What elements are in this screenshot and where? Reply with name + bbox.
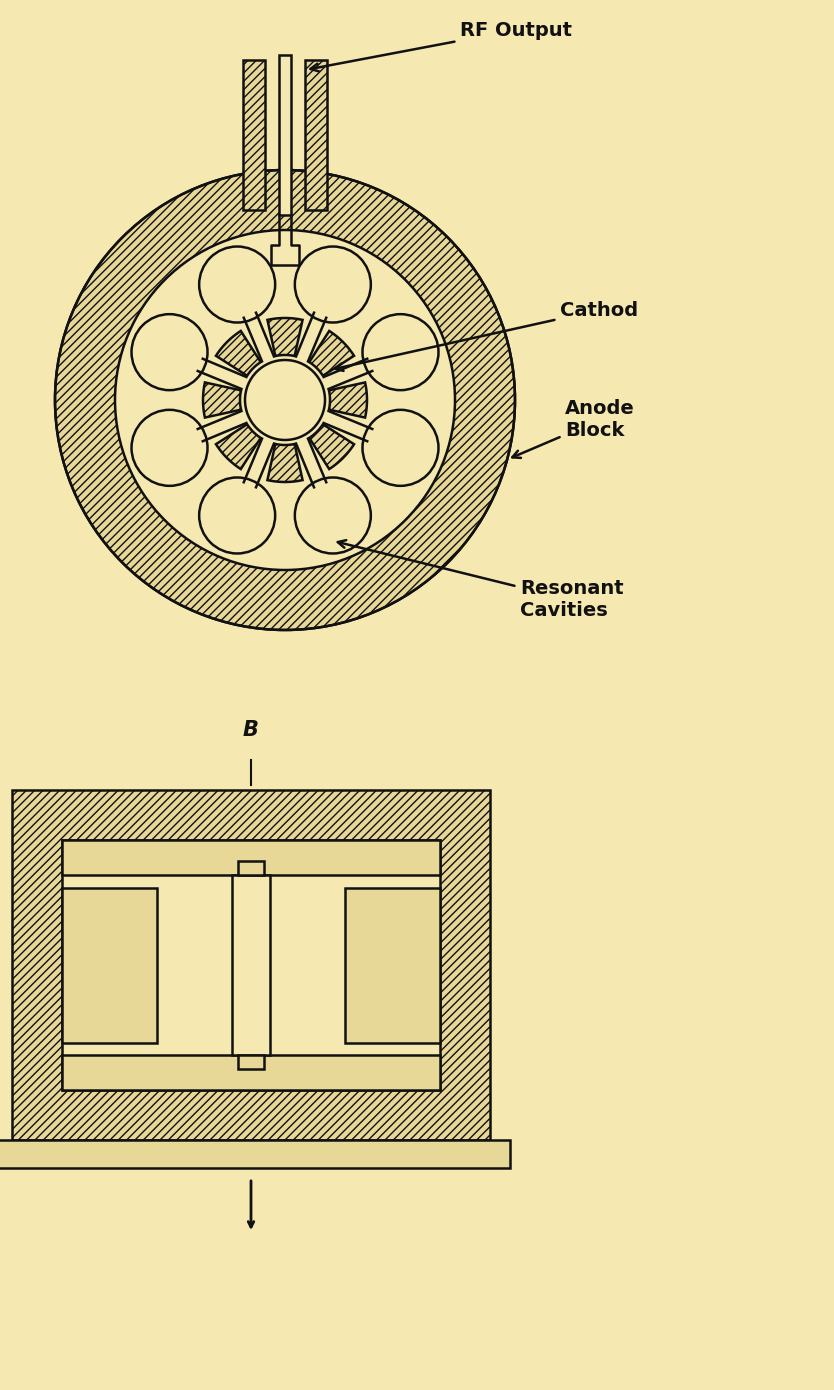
Bar bbox=[279, 56, 291, 215]
Polygon shape bbox=[216, 424, 261, 468]
Polygon shape bbox=[329, 382, 367, 417]
Bar bbox=[62, 840, 440, 874]
Bar bbox=[0, 1140, 510, 1168]
Bar bbox=[62, 1055, 440, 1090]
Text: RF Output: RF Output bbox=[310, 21, 572, 71]
Circle shape bbox=[55, 170, 515, 630]
Circle shape bbox=[199, 246, 275, 322]
Polygon shape bbox=[309, 331, 354, 375]
Bar bbox=[62, 840, 440, 1090]
Bar bbox=[305, 60, 327, 210]
Text: Resonant
Cavities: Resonant Cavities bbox=[338, 541, 624, 620]
Circle shape bbox=[295, 246, 371, 322]
Circle shape bbox=[363, 410, 439, 486]
Polygon shape bbox=[203, 382, 241, 417]
Bar bbox=[305, 60, 327, 210]
Bar bbox=[232, 874, 270, 1055]
Polygon shape bbox=[309, 424, 354, 468]
Bar bbox=[243, 60, 265, 210]
Text: B: B bbox=[243, 720, 259, 739]
Circle shape bbox=[245, 360, 325, 441]
Circle shape bbox=[132, 410, 208, 486]
Bar bbox=[243, 60, 265, 210]
Circle shape bbox=[132, 314, 208, 391]
Bar bbox=[12, 790, 490, 1140]
Bar bbox=[62, 887, 157, 1042]
Polygon shape bbox=[216, 331, 261, 375]
Polygon shape bbox=[268, 443, 303, 482]
Text: Cathod: Cathod bbox=[335, 300, 638, 371]
Circle shape bbox=[363, 314, 439, 391]
Polygon shape bbox=[268, 318, 303, 356]
Circle shape bbox=[295, 478, 371, 553]
Circle shape bbox=[199, 478, 275, 553]
Bar bbox=[12, 790, 490, 1140]
Bar bbox=[345, 887, 440, 1042]
Circle shape bbox=[115, 229, 455, 570]
Bar bbox=[238, 1055, 264, 1069]
Text: Anode
Block: Anode Block bbox=[512, 399, 635, 457]
Bar bbox=[238, 860, 264, 874]
